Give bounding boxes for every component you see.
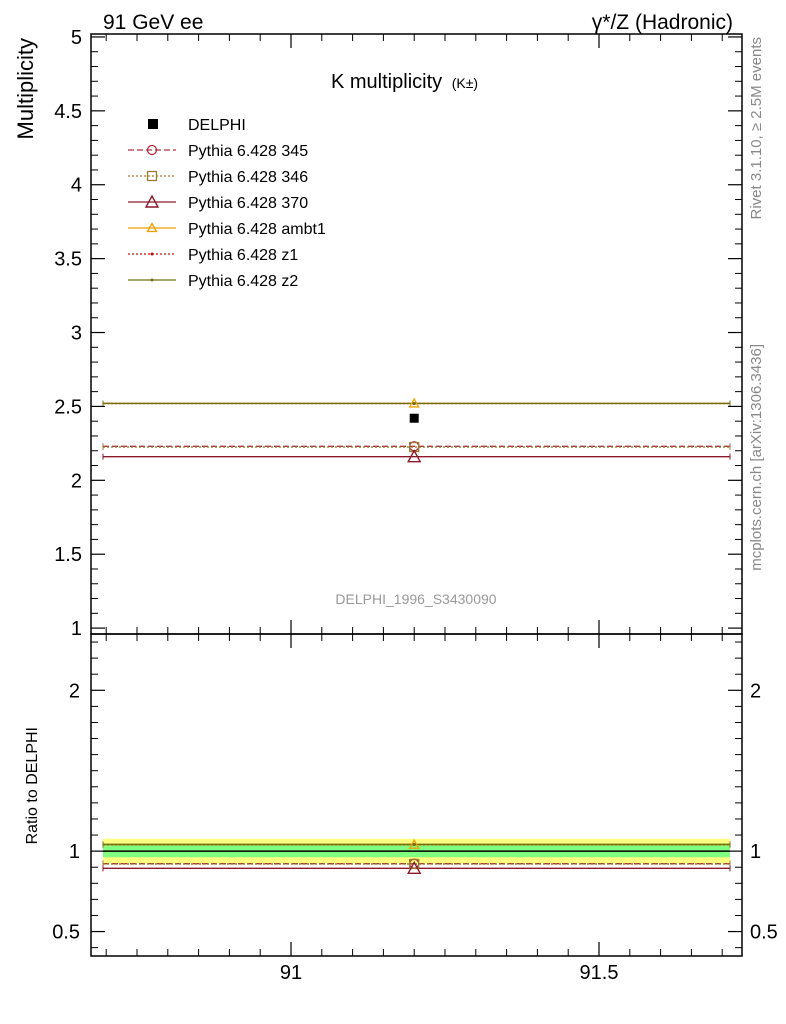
ratio-ytick-label: 0.5 (52, 922, 80, 944)
legend: DELPHI Pythia 6.428 345 Pythia 6.428 346 Py… (128, 117, 326, 290)
analysis-label: DELPHI_1996_S3430090 (335, 591, 496, 607)
main-series-marker-2 (407, 449, 422, 463)
rivet-label: Rivet 3.1.10, ≥ 2.5M events (748, 37, 765, 220)
main-ytick-label: 3.5 (54, 249, 82, 271)
legend-label-delphi: DELPHI (188, 117, 246, 134)
legend-label-1: Pythia 6.428 346 (188, 169, 308, 186)
ratio-ylabel: Ratio to DELPHI (24, 727, 41, 844)
main-ytick-label: 2 (71, 470, 82, 492)
xtick-label: 91 (280, 962, 302, 984)
legend-marker-3 (146, 222, 158, 233)
main-ytick-label: 2.5 (54, 396, 82, 418)
ratio-panel: 0.5 0.5 1 1 2 2 91 91.5 (52, 633, 778, 984)
main-ytick-label: 1.5 (54, 544, 82, 566)
main-ytick-label: 5 (71, 27, 82, 49)
ratio-ytick-label-right: 1 (750, 841, 761, 863)
ratio-frame (90, 633, 743, 957)
header-right: γ*/Z (Hadronic) (592, 11, 733, 34)
ratio-ytick-label-right: 0.5 (750, 922, 778, 944)
ratio-ytick-label-right: 2 (750, 680, 761, 702)
main-ylabel: Multiplicity (13, 38, 38, 139)
legend-label-4: Pythia 6.428 z1 (188, 247, 298, 264)
header-left: 91 GeV ee (103, 11, 203, 34)
ratio-series-marker-1 (409, 858, 420, 870)
main-ytick-label: 1 (71, 618, 82, 640)
main-panel: 1 1.5 2 2.5 3 3.5 4 4.5 5 K multiplicity (K±) DE… (54, 27, 743, 640)
main-ytick-label: 4.5 (54, 101, 82, 123)
ratio-series-marker-2 (407, 860, 422, 875)
legend-label-2: Pythia 6.428 370 (188, 195, 308, 212)
ratio-ytick-label: 1 (69, 841, 80, 863)
main-ytick-label: 3 (71, 323, 82, 345)
legend-marker-0 (146, 144, 158, 156)
xtick-label: 91.5 (580, 962, 619, 984)
legend-label-3: Pythia 6.428 ambt1 (188, 221, 326, 238)
ratio-series-marker-3 (408, 838, 420, 849)
legend-marker-5 (150, 278, 154, 282)
main-series-marker-5 (412, 401, 416, 405)
legend-marker-2 (144, 194, 160, 208)
main-series-marker-3 (408, 397, 420, 408)
legend-marker-delphi (148, 119, 158, 129)
legend-label-0: Pythia 6.428 345 (188, 143, 308, 160)
main-ytick-label: 4 (71, 175, 82, 197)
chart-title-main: K multiplicity (331, 71, 442, 93)
mcplots-label: mcplots.cern.ch [arXiv:1306.3436] (748, 344, 765, 571)
chart-title-suffix: (K±) (452, 75, 478, 91)
legend-marker-1 (146, 170, 158, 182)
data-point-delphi (409, 413, 419, 423)
legend-label-5: Pythia 6.428 z2 (188, 273, 298, 290)
legend-marker-4 (150, 252, 154, 256)
ratio-ytick-label: 2 (69, 680, 80, 702)
ratio-series-marker-5 (412, 842, 416, 846)
chart-title: K multiplicity (K±) (331, 71, 478, 93)
